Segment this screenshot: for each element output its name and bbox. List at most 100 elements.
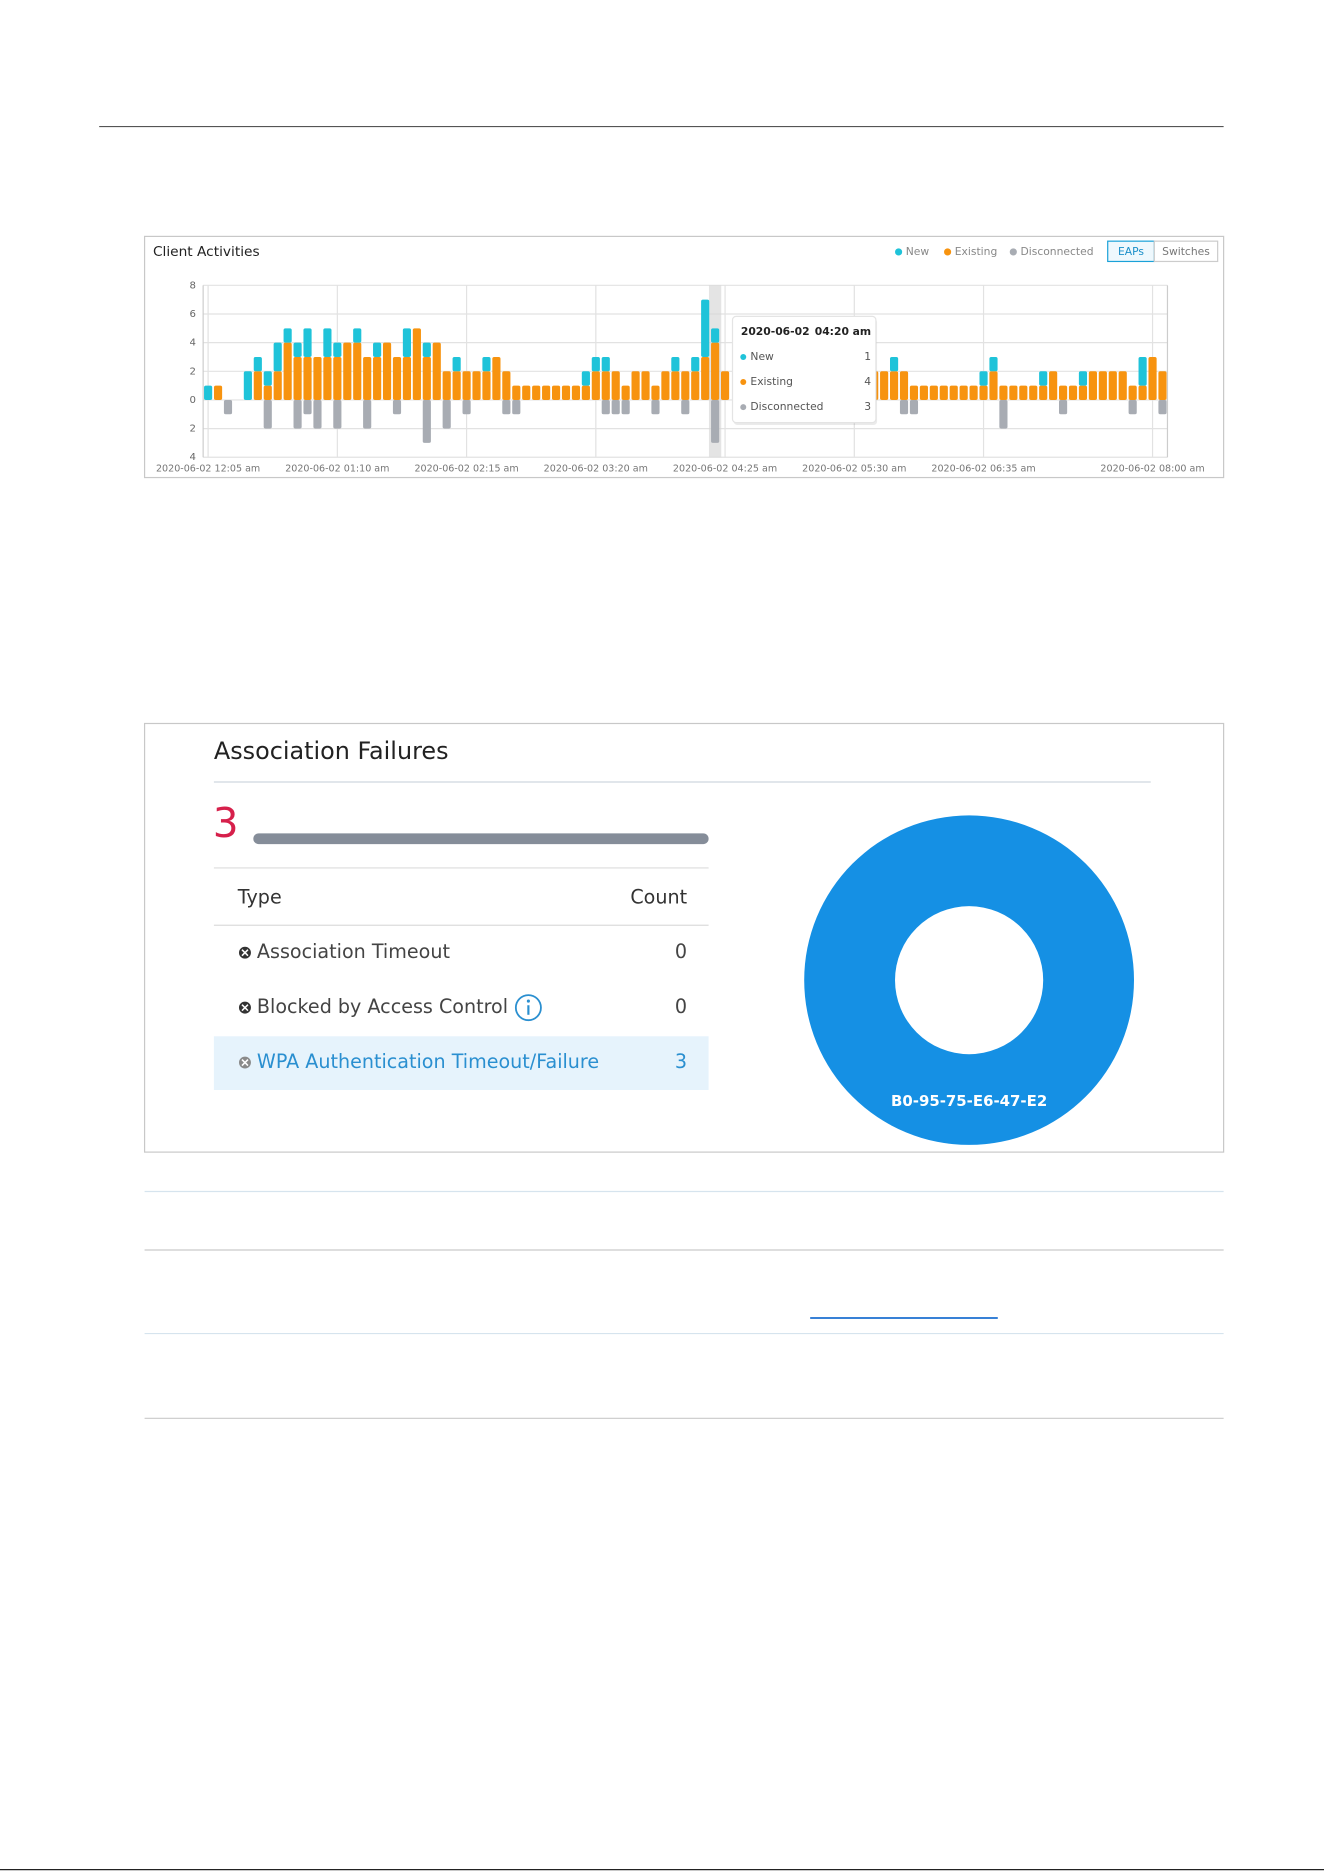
- tooltip-name: Disconnected: [750, 400, 823, 413]
- bar: [1108, 371, 1117, 400]
- bar: [651, 399, 660, 415]
- tooltip-value: 4: [864, 375, 871, 388]
- bar: [482, 371, 491, 400]
- bar: [1158, 371, 1167, 400]
- bar: [204, 385, 213, 400]
- bar: [462, 399, 471, 415]
- bar: [382, 342, 392, 400]
- bar: [442, 371, 451, 400]
- bar: [591, 371, 600, 400]
- bar: [561, 385, 571, 400]
- bar: [939, 385, 948, 400]
- bar: [502, 399, 511, 415]
- bar: [313, 356, 322, 400]
- bar: [283, 342, 292, 400]
- tooltip-marker: [740, 379, 747, 386]
- bar: [701, 356, 710, 400]
- bar: [1118, 371, 1127, 400]
- tooltip-marker: [740, 353, 747, 360]
- bar: [720, 371, 730, 400]
- bar: [919, 385, 928, 400]
- bar: [989, 356, 998, 372]
- bar: [601, 371, 610, 400]
- bar: [1128, 399, 1137, 415]
- bar: [263, 385, 272, 400]
- bar: [969, 385, 978, 400]
- bar: [323, 356, 332, 400]
- bar: [1138, 385, 1147, 400]
- bar: [681, 371, 690, 400]
- bar: [522, 385, 531, 400]
- association-failures-panel: B0-95-75-E6-47-E2 Association Failures 3 Ty…: [213, 737, 1151, 1145]
- bar: [691, 356, 700, 372]
- bar: [1078, 385, 1088, 400]
- x-tick-label: 2020-06-02 03:20 am: [544, 464, 648, 475]
- toggle-label[interactable]: EAPs: [1118, 245, 1144, 258]
- row-icon-x: [241, 1059, 249, 1067]
- bar: [611, 371, 620, 400]
- bar: [1138, 356, 1147, 386]
- bar: [223, 399, 233, 415]
- bar: [1019, 385, 1028, 400]
- bar: [303, 356, 312, 400]
- bar: [412, 328, 421, 400]
- bar: [442, 399, 451, 429]
- bar: [422, 356, 431, 400]
- bar: [671, 371, 680, 400]
- bar: [452, 356, 461, 372]
- bar: [571, 385, 581, 400]
- tooltip-name: New: [750, 350, 774, 363]
- bar: [253, 371, 262, 400]
- bar: [999, 385, 1008, 400]
- bar: [1039, 371, 1048, 386]
- toggle-label[interactable]: Switches: [1162, 245, 1210, 258]
- bar: [333, 356, 342, 400]
- info-icon-dot: [526, 999, 530, 1003]
- bar: [1049, 371, 1058, 400]
- bar: [949, 385, 958, 400]
- bar: [979, 371, 988, 386]
- bar: [542, 385, 551, 400]
- toggle-button[interactable]: [1153, 240, 1219, 263]
- bar: [512, 399, 521, 415]
- legend-label: New: [906, 245, 930, 258]
- bar: [353, 342, 362, 400]
- bar: [1098, 371, 1107, 400]
- bar: [313, 399, 322, 429]
- bar: [701, 299, 710, 357]
- x-tick-label: 2020-06-02 06:35 am: [931, 464, 1035, 475]
- bar: [909, 385, 919, 400]
- y-tick-label: 0: [190, 395, 196, 406]
- donut-label: B0-95-75-E6-47-E2: [891, 1092, 1047, 1110]
- bar: [711, 342, 720, 400]
- bar: [889, 356, 899, 372]
- bar: [601, 356, 610, 372]
- x-tick-label: 2020-06-02 04:25 am: [673, 464, 777, 475]
- bar: [1059, 399, 1068, 415]
- bar: [611, 399, 620, 415]
- tooltip-time: 04:20 am: [815, 325, 871, 338]
- bar: [1039, 385, 1048, 400]
- row-highlight: [213, 1036, 709, 1091]
- x-tick-label: 2020-06-02 08:00 am: [1100, 464, 1204, 475]
- row-count[interactable]: 3: [675, 1050, 687, 1073]
- bar: [402, 356, 412, 400]
- bar: [551, 385, 561, 400]
- x-tick-label: 2020-06-02 01:10 am: [285, 464, 389, 475]
- y-tick-label: 2: [190, 366, 196, 377]
- bar: [959, 385, 968, 400]
- row-type[interactable]: WPA Authentication Timeout/Failure: [257, 1050, 599, 1073]
- legend-marker: [944, 248, 952, 256]
- tooltip-name: Existing: [750, 375, 793, 388]
- bar: [303, 328, 312, 357]
- tooltip: [731, 315, 877, 424]
- bar: [363, 399, 372, 429]
- info-icon[interactable]: [514, 994, 542, 1022]
- bar: [601, 399, 610, 415]
- bar: [899, 371, 909, 400]
- bar: [462, 371, 471, 400]
- bar: [512, 385, 521, 400]
- bar: [432, 342, 441, 400]
